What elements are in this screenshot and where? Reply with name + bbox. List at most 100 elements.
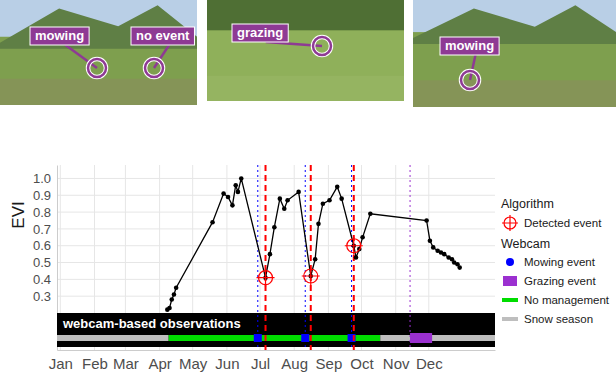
annotation-ring [145,59,163,77]
x-tick: Sep [316,350,343,372]
evi-point [321,201,326,206]
y-tick-label: 0.3 [33,289,51,304]
evi-point [236,190,241,195]
x-tick: Oct [350,350,374,372]
evi-point [282,206,287,211]
evi-point [233,183,238,188]
legend-key [503,276,517,286]
y-tick: 0.9 [33,188,57,203]
evi-point [313,257,318,262]
photo-foreground [207,76,404,101]
detected-event-line [310,165,312,350]
y-tick-label: 0.7 [33,222,51,237]
annotation-label: grazing [237,25,283,40]
webcam-strip-label: webcam-based observations [62,316,241,331]
grid-line-y [57,296,495,297]
webcam-segment [380,335,495,341]
y-tick: 0.6 [33,238,57,253]
annotation-box [131,27,194,45]
annotation-label: no event [136,28,190,43]
evi-point [431,245,436,250]
annotation-ring [313,37,331,55]
x-tick: Jan [49,350,73,372]
mowing-event [254,334,262,342]
x-tick-label: Nov [383,355,410,372]
y-tick: 1.0 [33,171,57,186]
evi-point [335,185,340,190]
annotation-ring [145,59,163,77]
evi-point [457,265,462,270]
annotation-box [232,24,288,42]
annotation-label: mowing [445,38,494,53]
x-tick-label: Jun [215,355,239,372]
evi-point [442,252,447,257]
evi-point [296,190,301,195]
x-axis: JanFebMarAprMayJunJulAugSepOctNovDec [49,350,496,372]
photo-foreground [0,79,197,105]
x-tick-label: Oct [350,355,374,372]
legend-key [502,215,518,231]
evi-point [339,196,344,201]
grid-line-y [57,178,495,179]
plot-background [57,165,495,350]
evi-point [210,220,215,225]
plot-marks [57,165,495,350]
legend-key [506,258,514,266]
webcam-segment [168,335,380,341]
y-tick: 0.7 [33,222,57,237]
evi-point [428,238,433,243]
y-tick-label: 1.0 [33,171,51,186]
evi-point [172,292,177,297]
evi-point [316,222,321,227]
photo-annotation: grazing [232,24,331,55]
y-tick-label: 0.6 [33,238,51,253]
grid-line-y [57,212,495,213]
mowing-event-line [257,165,258,350]
annotation-ring [88,59,106,77]
evi-point [239,176,244,181]
legend-label: Mowing event [524,256,596,268]
annotation-ring [88,59,106,77]
annotation-ring [313,37,331,55]
evi-point [368,211,373,216]
photo-mountains [0,5,197,49]
y-tick: 0.8 [33,205,57,220]
y-axis: 0.3 0.4 0.5 0.60.7 0.8 0.9 1.0 [33,166,58,351]
evi-point [285,198,290,203]
evi-point [278,196,283,201]
evi-point [167,306,172,311]
evi-point [268,252,273,257]
legend-label: Detected event [524,217,602,229]
y-tick-label: 0.4 [33,272,51,287]
detected-event-line [265,165,267,350]
x-axis-line [58,350,496,351]
legend-label: No management [524,294,610,306]
evi-point [424,218,429,223]
figure: mowingno eventgrazingmowing0.30.40.50.60… [0,0,616,381]
legend: AlgorithmDetected eventWebcamMowing even… [501,197,610,325]
x-tick: Nov [383,350,410,372]
detected-event [302,267,320,285]
evi-point [327,198,332,203]
photo-ground [0,0,197,105]
legend-title: Webcam [501,237,550,251]
photo: grazing [207,0,404,101]
y-tick: 0.5 [33,255,57,270]
legend-label: Snow season [524,313,593,325]
evi-point [226,195,231,200]
photo-foreground [413,80,616,107]
annotation-connector [470,55,475,80]
y-tick-label: 0.5 [33,255,51,270]
y-tick: 0.4 [33,272,57,287]
grid [57,165,495,350]
mowing-event [301,334,309,342]
x-tick-label: Dec [416,355,443,372]
annotation-label: mowing [35,28,84,43]
annotation-box [30,27,89,45]
x-tick-label: Aug [281,355,308,372]
photo-ground [413,0,616,107]
photo-annotation: mowing [30,27,106,77]
evi-point [221,191,226,196]
annotation-ring [461,71,479,89]
mowing-event-line [305,165,306,350]
